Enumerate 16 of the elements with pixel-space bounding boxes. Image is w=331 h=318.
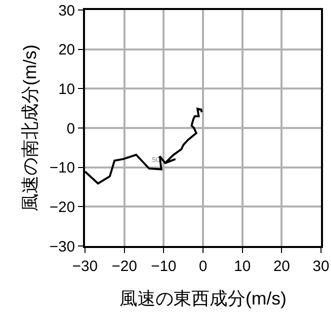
x-axis-title: 風速の東西成分(m/s) xyxy=(120,288,286,309)
y-tick-label: 30 xyxy=(58,2,75,20)
x-tick-label: 0 xyxy=(198,258,208,275)
y-tick-label: 20 xyxy=(58,42,75,59)
y-tick-label: 10 xyxy=(58,80,75,98)
y-tick-label: 0 xyxy=(66,120,75,138)
x-tick-label: 10 xyxy=(234,258,251,275)
y-tick-label: −10 xyxy=(50,160,75,177)
x-tick-label: 20 xyxy=(273,258,290,275)
x-tick-label: 30 xyxy=(312,258,330,275)
x-tick-label: −20 xyxy=(112,258,138,275)
y-tick-label: −20 xyxy=(50,198,75,216)
y-axis-title: 風速の南北成分(m/s) xyxy=(20,44,40,212)
y-tick-label: −30 xyxy=(50,238,75,256)
x-tick-label: −30 xyxy=(72,258,98,275)
x-tick-label: −10 xyxy=(150,258,176,275)
